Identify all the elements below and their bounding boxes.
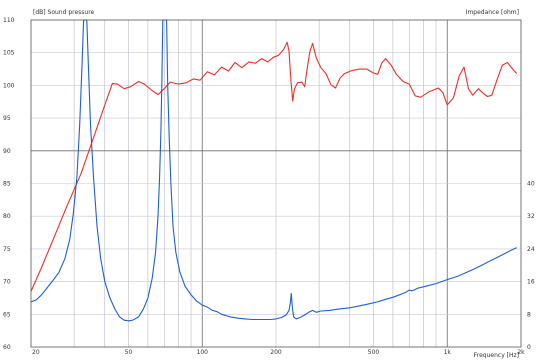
x-tick-label: 200	[270, 349, 282, 356]
impedance-curve	[31, 19, 517, 322]
x-tick-label: 2k	[517, 349, 525, 356]
x-tick-label: 500	[368, 349, 380, 356]
y-left-tick-label: 65	[3, 311, 11, 318]
plot-frame	[30, 19, 522, 348]
y-left-tick-label: 70	[3, 279, 11, 286]
y-left-tick-label: 85	[3, 181, 11, 188]
x-tick-label: 50	[125, 349, 133, 356]
right-axis-title: Impedance [ohm]	[466, 9, 519, 16]
y-left-tick-label: 100	[3, 82, 15, 89]
x-tick-label: 20	[32, 349, 40, 356]
tick-labels: 60 65 70 75 80 85 90 95 100 105 110 0 8 16 24 32 40 20 50 1…	[3, 17, 535, 356]
y-left-tick-label: 90	[3, 148, 11, 155]
y-left-tick-label: 95	[3, 115, 11, 122]
x-axis-title: Frequency [Hz]	[474, 352, 519, 359]
grid	[31, 20, 521, 347]
y-right-tick-label: 32	[527, 213, 535, 220]
y-right-tick-label: 0	[527, 344, 531, 351]
y-right-tick-label: 40	[527, 181, 535, 188]
x-tick-label: 1k	[444, 349, 452, 356]
series-layer	[31, 19, 518, 322]
y-right-tick-label: 8	[527, 311, 531, 318]
sound-pressure-curve	[31, 41, 518, 292]
left-axis-title: [dB] Sound pressure	[33, 9, 95, 16]
y-left-tick-label: 110	[3, 17, 15, 24]
y-right-tick-label: 16	[527, 279, 535, 286]
y-left-tick-label: 105	[3, 50, 15, 57]
x-tick-label: 100	[197, 349, 209, 356]
y-left-tick-label: 60	[3, 344, 11, 351]
y-right-tick-label: 24	[527, 246, 535, 253]
y-left-tick-label: 80	[3, 213, 11, 220]
y-left-tick-label: 75	[3, 246, 11, 253]
